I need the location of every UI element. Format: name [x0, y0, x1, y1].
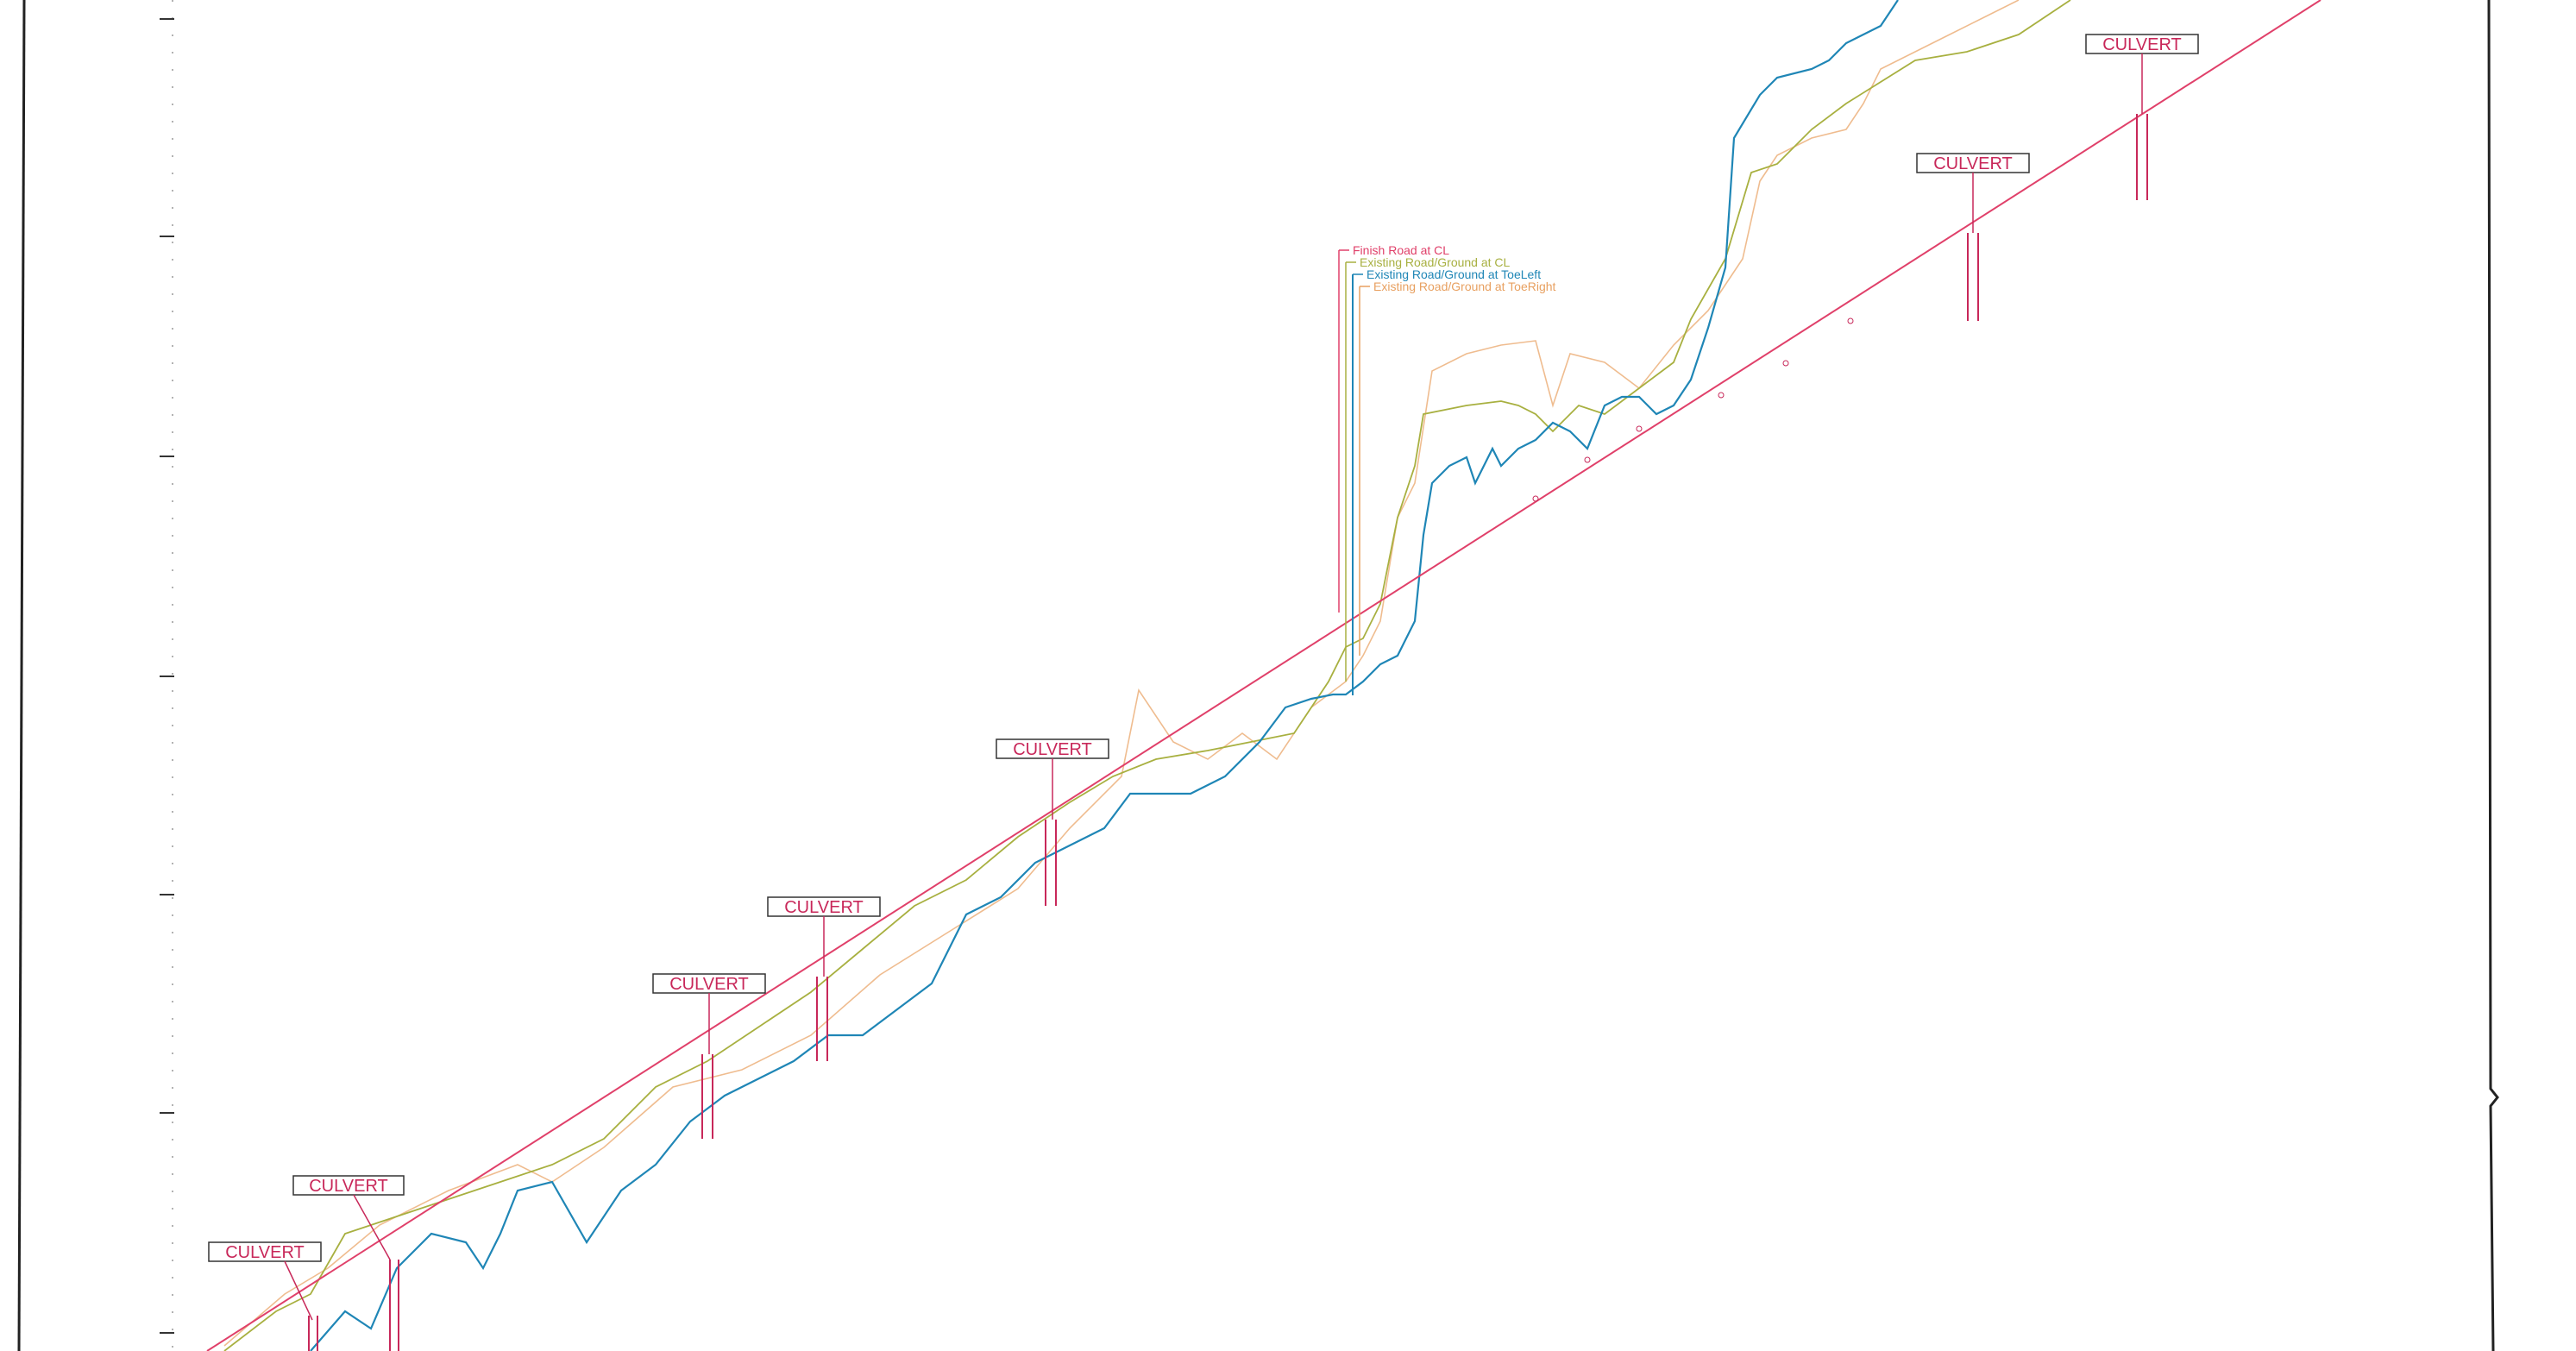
left-border-line	[17, 0, 26, 1351]
culvert-1: CULVERT	[208, 1241, 322, 1351]
culvert-7: CULVERT	[2085, 34, 2199, 200]
culvert-3: CULVERT	[652, 973, 766, 1139]
culvert-5-label: CULVERT	[1013, 740, 1092, 759]
culvert-2: CULVERT	[292, 1175, 405, 1351]
existing-ground-cl-line	[223, 0, 2071, 1351]
culvert-4-label: CULVERT	[784, 898, 864, 917]
culvert-2-label: CULVERT	[309, 1177, 388, 1196]
culvert-3-label: CULVERT	[669, 975, 749, 994]
culvert-6-label: CULVERT	[1933, 154, 2013, 173]
culvert-7-label: CULVERT	[2102, 35, 2182, 54]
existing-ground-toe-right-line	[223, 0, 2020, 1347]
culvert-6: CULVERT	[1916, 153, 2030, 321]
legend-existing-cl: Existing Road/Ground at CL	[1360, 255, 1511, 269]
culvert-5: CULVERT	[996, 738, 1109, 906]
legend-existing-toe-left: Existing Road/Ground at ToeLeft	[1367, 267, 1541, 281]
legend: Finish Road at CL Existing Road/Ground a…	[1338, 243, 1556, 695]
culvert-1-label: CULVERT	[225, 1243, 305, 1262]
existing-ground-toe-left-line	[310, 0, 1899, 1351]
culvert-4: CULVERT	[767, 896, 881, 1061]
legend-existing-toe-right: Existing Road/Ground at ToeRight	[1373, 280, 1556, 293]
right-border-line	[2487, 0, 2499, 1351]
elevation-axis	[160, 0, 174, 1351]
finish-road-cl-line	[206, 0, 2322, 1351]
legend-finish-road: Finish Road at CL	[1353, 243, 1449, 257]
station-markers	[1532, 317, 1854, 502]
